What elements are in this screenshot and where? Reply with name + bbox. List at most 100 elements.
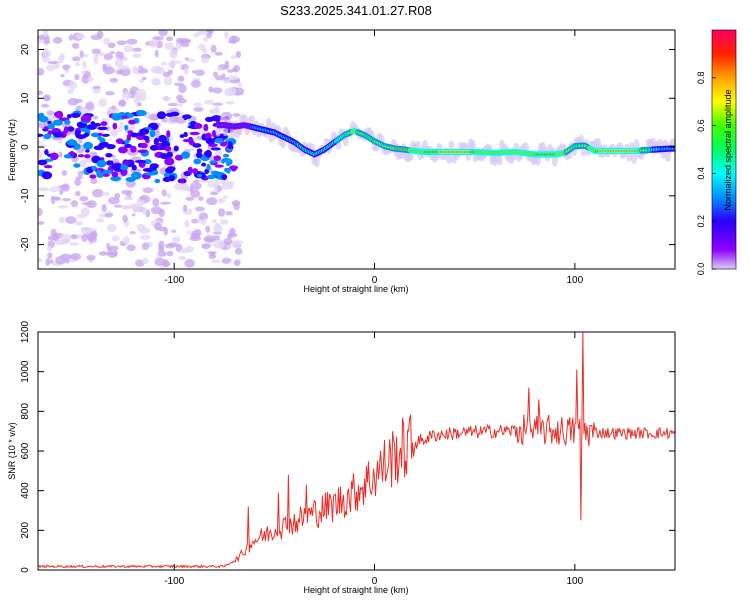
noise-blob: [142, 187, 154, 194]
noise-blob: [45, 258, 50, 267]
noise-blob: [66, 89, 74, 94]
noise-blob: [107, 245, 119, 252]
noise-blob: [233, 259, 241, 267]
band-blob: [124, 143, 132, 148]
y-tick-label: 1200: [20, 320, 31, 343]
noise-blob: [46, 245, 52, 252]
band-blob: [179, 134, 185, 139]
noise-blob: [220, 219, 229, 225]
band-blob: [226, 159, 233, 165]
x-tick-label: 100: [566, 275, 583, 286]
noise-blob: [126, 38, 138, 45]
noise-blob: [162, 71, 171, 78]
noise-blob: [152, 198, 160, 207]
noise-blob: [75, 220, 83, 226]
band-blob: [43, 133, 52, 140]
noise-blob: [213, 224, 223, 233]
band-blob: [90, 121, 96, 125]
ridge-halo: [657, 139, 664, 148]
band-blob: [64, 119, 71, 125]
band-blob: [115, 138, 124, 144]
noise-blob: [154, 222, 162, 231]
noise-blob: [80, 70, 86, 75]
noise-blob: [180, 41, 190, 47]
band-blob: [124, 139, 130, 145]
colorbar: 0.0 0.2 0.4 0.6 0.8 Normalized spectral ampl…: [696, 29, 737, 275]
colorbar-tick-label: 0.4: [696, 167, 706, 180]
band-blob: [199, 172, 206, 180]
ridge-halo: [496, 153, 503, 166]
band-blob: [66, 114, 72, 119]
band-blob: [164, 145, 172, 152]
spectrogram-marks: [38, 30, 675, 268]
noise-blob: [47, 60, 59, 65]
band-blob: [188, 140, 195, 146]
ridge-halo: [631, 151, 638, 164]
band-blob: [101, 133, 110, 137]
y-tick-label: 200: [20, 522, 31, 539]
noise-blob: [232, 113, 241, 117]
colorbar-gradient: [711, 29, 737, 270]
band-blob: [41, 171, 53, 180]
noise-blob: [122, 236, 130, 245]
noise-blob: [140, 234, 151, 240]
noise-blob: [96, 30, 104, 39]
band-blob: [74, 129, 81, 138]
noise-blob: [167, 102, 179, 107]
noise-blob: [227, 233, 233, 240]
band-blob: [130, 145, 137, 153]
noise-blob: [168, 61, 176, 68]
band-blob: [142, 168, 153, 172]
noise-blob: [223, 195, 229, 199]
noise-blob: [141, 76, 147, 81]
ridge-halo: [448, 140, 455, 149]
noise-blob: [201, 217, 207, 226]
noise-blob: [148, 113, 160, 121]
noise-blob: [211, 219, 217, 224]
noise-blob: [173, 183, 184, 191]
noise-blob: [185, 245, 194, 253]
noise-blob: [172, 236, 181, 243]
noise-blob: [109, 77, 119, 83]
band-blob: [214, 137, 224, 144]
noise-blob: [38, 151, 43, 160]
band-blob: [117, 146, 128, 154]
noise-blob: [74, 178, 82, 186]
noise-blob: [75, 176, 84, 180]
noise-blob: [129, 231, 136, 235]
band-blob: [173, 145, 179, 152]
ridge-halo: [580, 148, 587, 157]
noise-blob: [178, 103, 183, 108]
noise-blob: [70, 253, 82, 261]
noise-blob: [208, 108, 220, 114]
band-blob: [180, 151, 191, 159]
noise-blob: [62, 64, 70, 71]
noise-blob: [38, 186, 49, 192]
noise-blob: [107, 42, 116, 49]
noise-blob: [38, 68, 45, 76]
band-blob: [201, 162, 207, 167]
noise-blob: [189, 236, 202, 242]
noise-blob: [221, 257, 232, 264]
band-blob: [84, 154, 91, 159]
snr-y-ticks: 0 200 400 600 800 1000 1200: [20, 320, 675, 573]
y-tick-label: 800: [20, 403, 31, 420]
noise-blob: [160, 201, 172, 205]
band-blob: [145, 172, 157, 176]
noise-blob: [48, 186, 61, 193]
noise-blob: [216, 66, 223, 71]
noise-blob: [79, 50, 84, 59]
snr-frame: [37, 331, 676, 571]
noise-blob: [166, 36, 173, 42]
band-blob: [96, 169, 102, 178]
x-tick-label: 0: [372, 576, 378, 587]
band-blob: [206, 163, 211, 171]
noise-blob: [118, 65, 130, 70]
band-blob: [38, 133, 44, 137]
noise-blob: [121, 91, 132, 100]
noise-blob: [198, 196, 204, 201]
band-blob: [128, 119, 136, 125]
noise-blob: [171, 229, 177, 233]
noise-blob: [40, 103, 50, 108]
